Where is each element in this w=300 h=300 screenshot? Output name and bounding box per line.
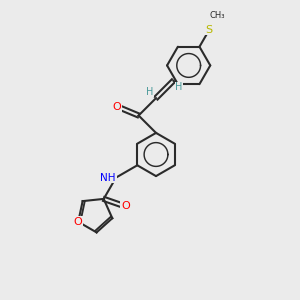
Text: O: O bbox=[121, 201, 130, 212]
Text: O: O bbox=[112, 101, 122, 112]
Text: CH₃: CH₃ bbox=[210, 11, 225, 20]
Text: H: H bbox=[146, 86, 153, 97]
Text: S: S bbox=[206, 25, 213, 35]
Text: H: H bbox=[175, 82, 182, 92]
Text: NH: NH bbox=[100, 172, 116, 183]
Text: O: O bbox=[74, 217, 82, 227]
